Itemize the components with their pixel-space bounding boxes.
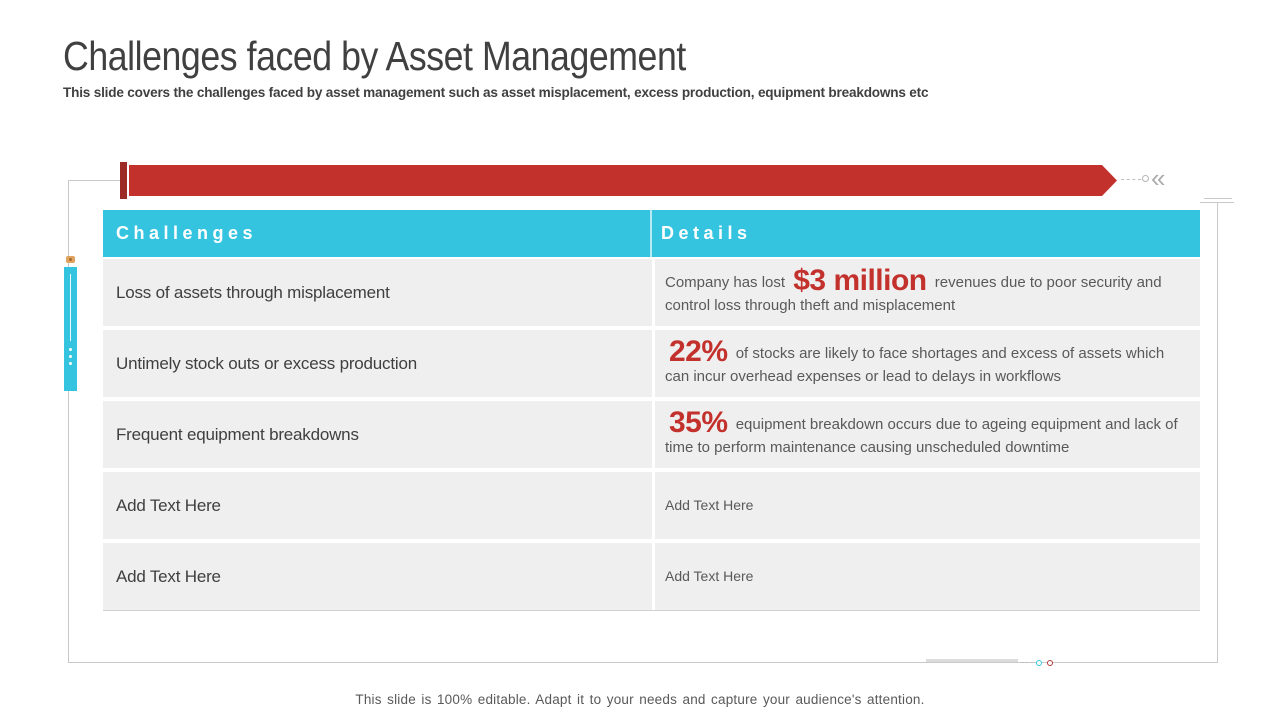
frame-bottom-line bbox=[68, 662, 1218, 663]
table-body: Loss of assets through misplacement Comp… bbox=[103, 259, 1200, 610]
table-row: Add Text Here Add Text Here bbox=[103, 472, 1200, 539]
frame-right-line bbox=[1217, 203, 1218, 663]
detail-cell: Company has lost $3 million revenues due… bbox=[655, 259, 1200, 326]
corner-tick-line-top bbox=[1204, 198, 1232, 199]
detail-highlight: $3 million bbox=[793, 264, 927, 297]
double-chevron-left-icon: « bbox=[1151, 163, 1166, 193]
challenge-placeholder-cell[interactable]: Add Text Here bbox=[103, 543, 652, 610]
banner-start-strip bbox=[120, 162, 127, 199]
detail-text: Company has lost bbox=[665, 274, 786, 291]
challenge-placeholder-cell[interactable]: Add Text Here bbox=[103, 472, 652, 539]
footer-note: This slide is 100% editable. Adapt it to… bbox=[355, 692, 925, 707]
column-header-challenges: Challenges bbox=[103, 210, 652, 257]
bottom-cyan-dot-icon bbox=[1036, 660, 1042, 666]
cyan-bar-line bbox=[70, 274, 71, 341]
table-row: Add Text Here Add Text Here bbox=[103, 543, 1200, 610]
table-header-row: Challenges Details bbox=[103, 210, 1200, 257]
table-bottom-border bbox=[103, 610, 1200, 611]
corner-tick-line-bottom bbox=[1200, 202, 1234, 203]
detail-text: Add Text Here bbox=[665, 497, 754, 513]
detail-cell: 35% equipment breakdown occurs due to ag… bbox=[655, 401, 1200, 468]
detail-placeholder-cell[interactable]: Add Text Here bbox=[655, 472, 1200, 539]
red-arrow-banner bbox=[129, 165, 1117, 196]
detail-highlight: 22% bbox=[669, 335, 728, 368]
table-row: Untimely stock outs or excess production… bbox=[103, 330, 1200, 397]
detail-placeholder-cell[interactable]: Add Text Here bbox=[655, 543, 1200, 610]
cyan-bar-dot bbox=[69, 348, 72, 351]
challenges-table: Challenges Details Loss of assets throug… bbox=[103, 210, 1200, 614]
page-subtitle: This slide covers the challenges faced b… bbox=[63, 84, 929, 100]
frame-left-line bbox=[68, 180, 69, 663]
cyan-bar-dot bbox=[69, 362, 72, 365]
cyan-bar-dot bbox=[69, 355, 72, 358]
detail-highlight: 35% bbox=[669, 406, 728, 439]
frame-connector-line bbox=[68, 180, 121, 181]
table-row: Frequent equipment breakdowns 35% equipm… bbox=[103, 401, 1200, 468]
detail-text: Add Text Here bbox=[665, 568, 754, 584]
orange-marker-icon bbox=[66, 256, 75, 263]
column-header-details: Details bbox=[661, 223, 752, 243]
bottom-red-dot-icon bbox=[1047, 660, 1053, 666]
detail-text: equipment breakdown occurs due to ageing… bbox=[665, 416, 1178, 456]
detail-text: of stocks are likely to face shortages a… bbox=[665, 345, 1165, 385]
detail-text: revenues due to poor security and contro… bbox=[665, 274, 1162, 314]
challenge-cell: Frequent equipment breakdowns bbox=[103, 401, 652, 468]
arrow-dash-line bbox=[1121, 179, 1141, 180]
bottom-dash-line bbox=[1021, 662, 1033, 663]
challenge-cell: Loss of assets through misplacement bbox=[103, 259, 652, 326]
cyan-accent-bar bbox=[64, 267, 77, 391]
detail-cell: 22% of stocks are likely to face shortag… bbox=[655, 330, 1200, 397]
bottom-line-segment bbox=[926, 659, 1018, 662]
arrow-end-circle bbox=[1142, 175, 1149, 182]
challenge-cell: Untimely stock outs or excess production bbox=[103, 330, 652, 397]
table-row: Loss of assets through misplacement Comp… bbox=[103, 259, 1200, 326]
page-title: Challenges faced by Asset Management bbox=[63, 33, 686, 79]
